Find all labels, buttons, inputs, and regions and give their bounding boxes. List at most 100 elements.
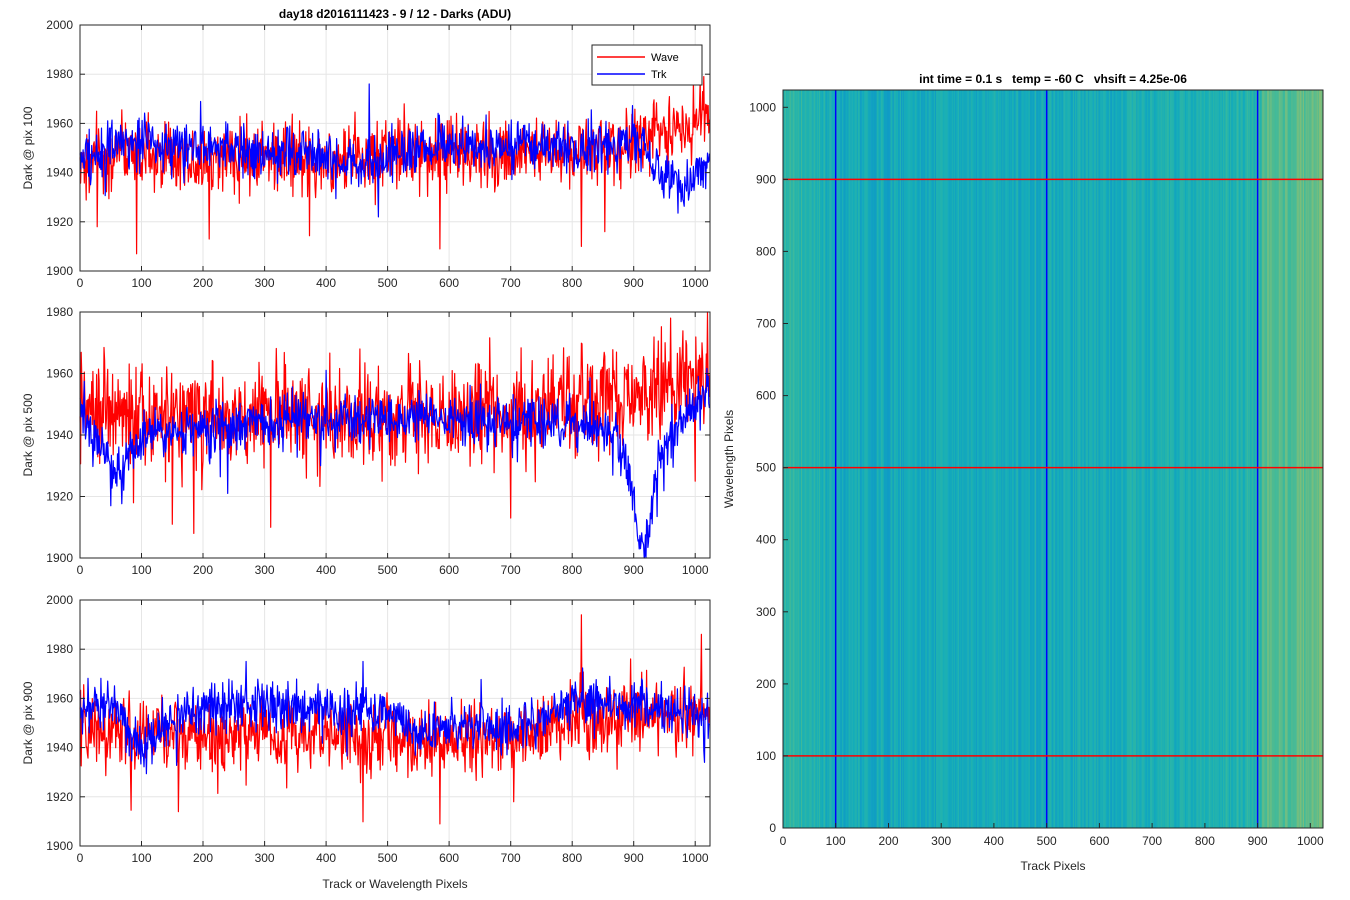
heatmap-column: [1114, 90, 1116, 828]
heatmap-column: [915, 90, 918, 828]
heatmap-column: [1315, 90, 1318, 828]
heatmap-column: [994, 90, 997, 828]
heatmap-column: [924, 90, 926, 828]
heatmap-column: [921, 90, 923, 828]
heatmap-column: [819, 90, 822, 828]
heatmap-column: [861, 90, 863, 828]
heatmap-column: [1295, 90, 1297, 828]
heatmap-column: [895, 90, 898, 828]
heatmap-column: [1191, 90, 1193, 828]
heatmap-column: [1109, 90, 1112, 828]
heatmap-column: [899, 90, 901, 828]
heatmap-column: [1013, 90, 1016, 828]
heatmap-column: [828, 90, 830, 828]
heatmap-column: [1068, 90, 1071, 828]
subplot-1-ytick-label: 1940: [46, 166, 73, 180]
heatmap-column: [1294, 90, 1296, 828]
heatmap-column: [1169, 90, 1171, 828]
heatmap-column: [920, 90, 922, 828]
heatmap-column: [894, 90, 897, 828]
heatmap-column: [1172, 90, 1174, 828]
heatmap-column: [945, 90, 947, 828]
heatmap-column: [818, 90, 821, 828]
heatmap-column: [973, 90, 976, 828]
heatmap-column: [1229, 90, 1231, 828]
heatmap-column: [1263, 90, 1266, 828]
subplot-2-ytick-label: 1980: [46, 305, 73, 319]
heatmap-column: [959, 90, 961, 828]
heatmap-column: [962, 90, 964, 828]
heatmap-column: [796, 90, 799, 828]
heatmap-column: [1082, 90, 1084, 828]
heatmap-column: [864, 90, 866, 828]
heatmap-column: [926, 90, 928, 828]
heatmap-column: [1060, 90, 1062, 828]
series-line-wave: [79, 311, 710, 534]
heatmap-ytick-label: 0: [769, 821, 776, 835]
heatmap-column: [929, 90, 931, 828]
heatmap-column: [1317, 90, 1320, 828]
heatmap-column: [820, 90, 823, 828]
heatmap-column: [875, 90, 878, 828]
heatmap-column: [1111, 90, 1113, 828]
heatmap-column: [815, 90, 818, 828]
heatmap-column: [964, 90, 966, 828]
heatmap-column: [1077, 90, 1079, 828]
heatmap-column: [1035, 90, 1037, 828]
heatmap-column: [1022, 90, 1024, 828]
heatmap-column: [1112, 90, 1114, 828]
heatmap-column: [1293, 90, 1295, 828]
heatmap-column: [1129, 90, 1132, 828]
subplot-3-xtick-label: 200: [193, 851, 213, 865]
heatmap-column: [980, 90, 982, 828]
heatmap-column: [1173, 90, 1175, 828]
heatmap-column: [1221, 90, 1224, 828]
heatmap-column: [1278, 90, 1281, 828]
subplot-2-xtick-label: 700: [501, 563, 521, 577]
heatmap-column: [971, 90, 974, 828]
heatmap-column: [912, 90, 915, 828]
heatmap-column: [1055, 90, 1057, 828]
heatmap-column: [889, 90, 891, 828]
heatmap-column: [827, 90, 829, 828]
heatmap-column: [867, 90, 869, 828]
heatmap-xtick-label: 500: [1037, 834, 1057, 848]
heatmap-column: [996, 90, 998, 828]
subplot-3-xtick-label: 500: [378, 851, 398, 865]
subplot-1-xtick-label: 100: [131, 276, 151, 290]
heatmap-column: [832, 90, 834, 828]
heatmap-column: [848, 90, 850, 828]
heatmap-column: [1316, 90, 1319, 828]
heatmap-column: [1044, 90, 1046, 828]
heatmap-column: [1264, 90, 1267, 828]
heatmap-column: [1233, 90, 1235, 828]
heatmap-ytick-label: 500: [756, 461, 776, 475]
heatmap-column: [1097, 90, 1099, 828]
heatmap-column: [944, 90, 946, 828]
heatmap-column: [1058, 90, 1060, 828]
heatmap-column: [958, 90, 960, 828]
heatmap-column: [1234, 90, 1236, 828]
heatmap-xtick-label: 900: [1248, 834, 1268, 848]
heatmap-column: [868, 90, 870, 828]
heatmap-column: [1279, 90, 1282, 828]
heatmap-column: [1198, 90, 1200, 828]
heatmap-column: [1241, 90, 1244, 828]
heatmap-column: [1166, 90, 1169, 828]
heatmap-column: [1271, 90, 1273, 828]
heatmap-column: [970, 90, 973, 828]
heatmap-column: [797, 90, 800, 828]
heatmap-column: [1008, 90, 1011, 828]
heatmap-column: [957, 90, 959, 828]
heatmap-column: [804, 90, 806, 828]
heatmap-column: [856, 90, 859, 828]
heatmap-column: [1043, 90, 1045, 828]
heatmap-column: [1081, 90, 1083, 828]
heatmap-column: [1105, 90, 1108, 828]
heatmap-column: [1140, 90, 1142, 828]
subplot-3-ticks: 0 100 200 300 400 500 600 700 800 900 1000 1900 1920…: [46, 593, 710, 865]
heatmap-column: [1038, 90, 1040, 828]
heatmap-column: [1023, 90, 1025, 828]
subplot-2-ticks: 0 100 200 300 400 500 600 700 800 900 1000 1900 1920…: [46, 305, 710, 577]
heatmap-column: [1062, 90, 1064, 828]
